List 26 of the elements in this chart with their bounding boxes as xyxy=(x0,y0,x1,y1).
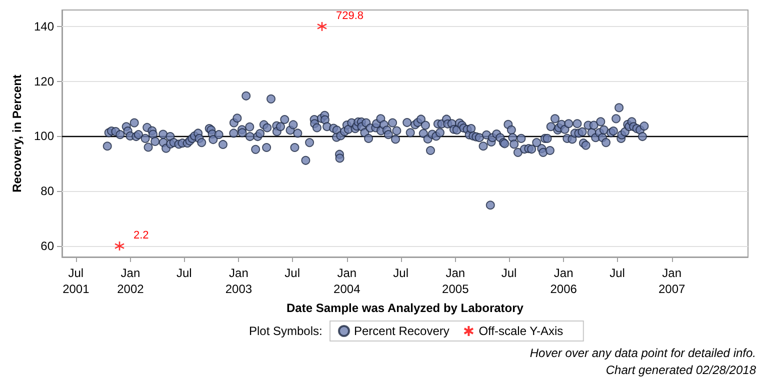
y-tick-label: 60 xyxy=(40,239,54,254)
x-tick-label: Jan 2007 xyxy=(658,266,686,296)
legend-title: Plot Symbols: xyxy=(249,324,322,338)
y-axis-title: Recovery, in Percent xyxy=(10,74,24,192)
x-tick-label: Jan 2003 xyxy=(225,266,252,296)
x-tick-label: Jul xyxy=(176,266,192,280)
text: Hover over any data point for detailed info. xyxy=(530,346,756,360)
x-axis-title: Date Sample was Analyzed by Laboratory xyxy=(286,300,524,315)
y-tick-label: 120 xyxy=(34,74,54,88)
x-tick-label: Jul 2001 xyxy=(62,266,90,296)
x-tick-label: Jan 2005 xyxy=(442,266,470,296)
legend-label: Off-scale Y-Axis xyxy=(478,324,564,338)
y-tick-label: 100 xyxy=(34,129,54,144)
y-tick-label: 140 xyxy=(34,19,54,34)
x-tick-label: Jul xyxy=(610,266,625,280)
x-tick-label: Jan 2006 xyxy=(550,266,578,296)
legend-label: Percent Recovery xyxy=(354,324,450,338)
annotation: 2.2 xyxy=(134,230,149,242)
x-tick-label: Jan 2002 xyxy=(117,266,144,296)
x-tick-label: Jul xyxy=(284,266,300,280)
annotation: 729.8 xyxy=(336,10,364,22)
x-tick-label: Jan 2004 xyxy=(334,266,361,296)
text: Chart generated 02/28/2018 xyxy=(606,363,756,377)
x-tick-label: Jul xyxy=(501,266,517,280)
y-tick-label: 80 xyxy=(40,184,54,198)
x-tick-label: Jul xyxy=(393,266,409,280)
